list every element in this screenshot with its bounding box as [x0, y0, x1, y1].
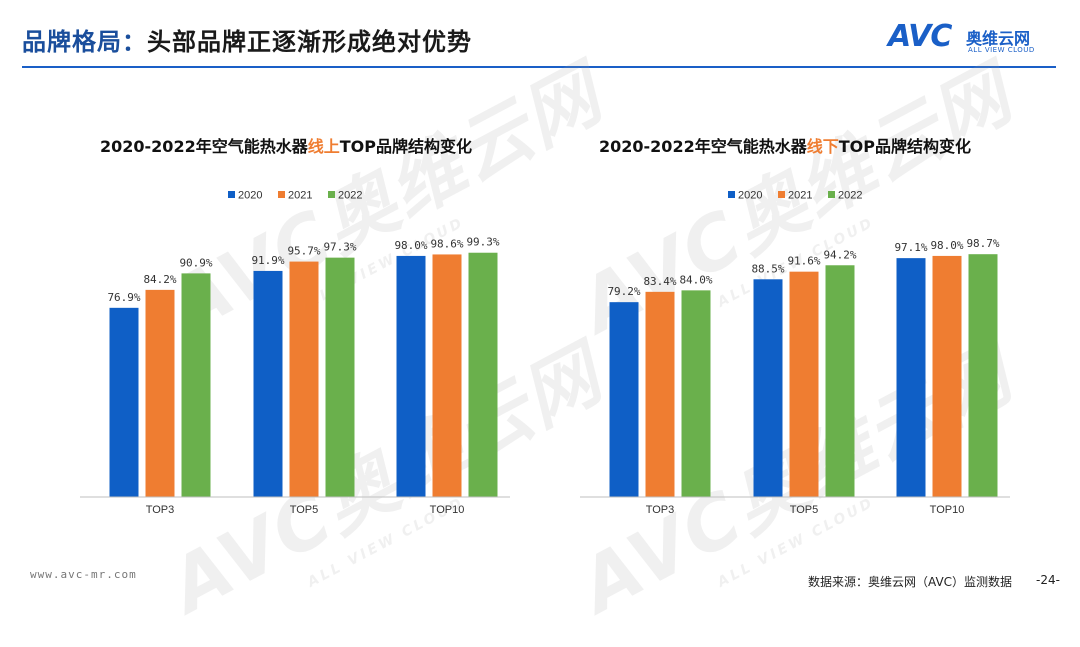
- avc-logo: AVC 奥维云网 ALL VIEW CLOUD: [888, 19, 1058, 58]
- bar-TOP3-2022: [181, 273, 211, 497]
- legend-swatch-2020: [728, 191, 735, 198]
- category-label-TOP5: TOP5: [290, 504, 319, 516]
- logo-mark: AVC: [888, 19, 952, 54]
- bar-TOP5-2020: [753, 279, 783, 497]
- data-label-TOP3-2021: 84.2%: [143, 273, 176, 286]
- data-label-TOP10-2020: 98.0%: [394, 239, 427, 252]
- data-label-TOP5-2021: 95.7%: [287, 245, 320, 258]
- data-label-TOP5-2020: 91.9%: [251, 254, 284, 267]
- bar-TOP3-2020: [609, 302, 639, 497]
- chart-title-online: 2020-2022年空气能热水器线上TOP品牌结构变化: [100, 137, 472, 156]
- bar-TOP5-2021: [289, 261, 319, 497]
- category-label-TOP3: TOP3: [646, 504, 675, 516]
- header: 品牌格局：头部品牌正逐渐形成绝对优势 AVC 奥维云网 ALL VIEW CLO…: [0, 0, 1080, 68]
- bar-TOP10-2022: [468, 252, 498, 497]
- bar-TOP10-2020: [896, 258, 926, 497]
- bar-TOP5-2021: [789, 271, 819, 497]
- bar-TOP5-2020: [253, 270, 283, 497]
- chart-offline: 2020 2021 2022 79.2%83.4% 84.0% TOP3 88.5%91.6…: [580, 190, 1010, 516]
- chart-online: 2020 2021 2022 76.9%84.2%90.9% TOP3 91.9%95.7…: [80, 190, 510, 516]
- page-number: -24-: [1036, 573, 1060, 587]
- legend-swatch-2021: [278, 191, 285, 198]
- category-label-TOP5: TOP5: [790, 504, 819, 516]
- page-title: 品牌格局：头部品牌正逐渐形成绝对优势: [22, 22, 472, 57]
- page-title-prefix: 品牌格局：: [22, 28, 147, 56]
- data-label-TOP3-2020: 76.9%: [107, 291, 140, 304]
- legend-label-2020: 2020: [738, 190, 762, 202]
- bar-TOP10-2020: [396, 255, 426, 497]
- data-label-TOP10-2021: 98.6%: [430, 237, 463, 250]
- data-label-TOP5-2020: 88.5%: [751, 262, 784, 275]
- data-label-TOP10-2020: 97.1%: [894, 241, 927, 254]
- data-label-TOP10-2022: 99.3%: [466, 236, 499, 249]
- bar-TOP5-2022: [325, 257, 355, 497]
- legend-swatch-2021: [778, 191, 785, 198]
- legend-swatch-2022: [828, 191, 835, 198]
- bar-TOP5-2022: [825, 265, 855, 497]
- data-label-TOP5-2022: 97.3%: [323, 241, 356, 254]
- legend-label-2021: 2021: [288, 190, 312, 202]
- bar-TOP10-2022: [968, 254, 998, 497]
- page-title-rest: 头部品牌正逐渐形成绝对优势: [147, 28, 472, 56]
- legend-swatch-2020: [228, 191, 235, 198]
- data-label-TOP3-2021: 83.4%: [643, 275, 676, 288]
- bar-TOP3-2020: [109, 307, 139, 497]
- legend-label-2021: 2021: [788, 190, 812, 202]
- data-label-TOP10-2021: 98.0%: [930, 239, 963, 252]
- header-rule: [22, 66, 1056, 68]
- logo-en: ALL VIEW CLOUD: [968, 46, 1035, 54]
- category-label-TOP10: TOP10: [930, 504, 965, 516]
- legend-label-2020: 2020: [238, 190, 262, 202]
- data-label-TOP3-2022: 84.0%: [679, 273, 712, 286]
- data-label-TOP10-2022: 98.7%: [966, 237, 999, 250]
- legend-swatch-2022: [328, 191, 335, 198]
- footer-source: 数据来源：奥维云网（AVC）监测数据: [808, 575, 1013, 589]
- bar-TOP10-2021: [932, 255, 962, 497]
- bar-TOP3-2022: [681, 290, 711, 497]
- chart-title-offline: 2020-2022年空气能热水器线下TOP品牌结构变化: [599, 137, 971, 156]
- legend-label-2022: 2022: [338, 190, 362, 202]
- category-label-TOP10: TOP10: [430, 504, 465, 516]
- legend-label-2022: 2022: [838, 190, 862, 202]
- category-label-TOP3: TOP3: [146, 504, 175, 516]
- data-label-TOP3-2020: 79.2%: [607, 285, 640, 298]
- bar-TOP3-2021: [145, 289, 175, 497]
- bar-TOP10-2021: [432, 254, 462, 497]
- data-label-TOP3-2022: 90.9%: [179, 256, 212, 269]
- bar-TOP3-2021: [645, 291, 675, 497]
- logo-cn: 奥维云网: [966, 29, 1031, 48]
- footer-website: www.avc-mr.com: [30, 568, 137, 581]
- data-label-TOP5-2021: 91.6%: [787, 255, 820, 268]
- data-label-TOP5-2022: 94.2%: [823, 248, 856, 261]
